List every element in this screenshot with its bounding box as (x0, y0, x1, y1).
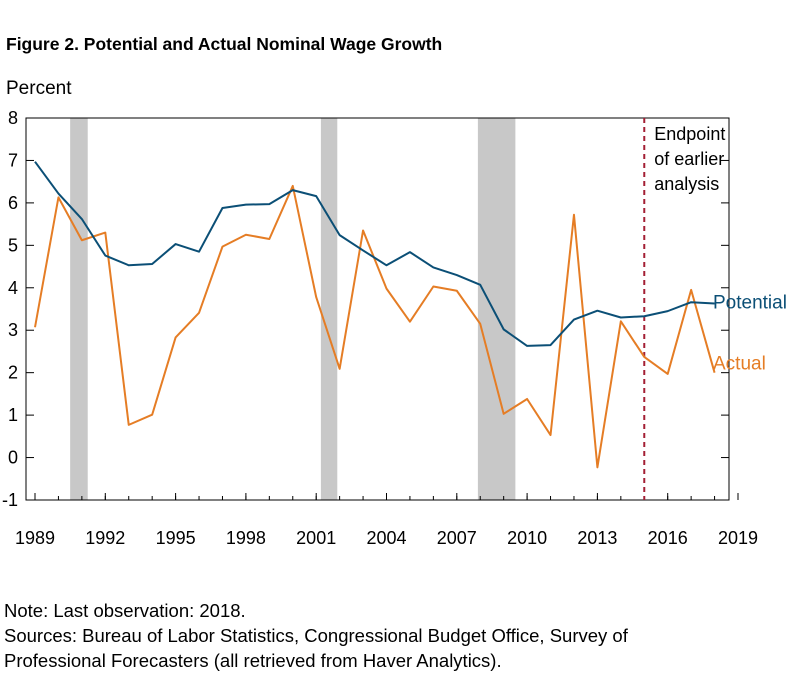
y-tick-label: 3 (8, 320, 18, 340)
figure-title: Figure 2. Potential and Actual Nominal W… (6, 34, 443, 54)
endpoint-label-line-3: analysis (654, 174, 719, 194)
x-tick-label: 2013 (577, 528, 617, 548)
y-tick-label: 2 (8, 363, 18, 383)
recession-band-0 (70, 118, 88, 500)
sources-line-1: Sources: Bureau of Labor Statistics, Con… (4, 625, 628, 646)
y-tick-label: 1 (8, 405, 18, 425)
plot-frame (25, 117, 730, 501)
y-axis-label: Percent (6, 78, 72, 99)
recession-shading (70, 118, 516, 500)
x-tick-label: 2007 (437, 528, 477, 548)
recession-band-1 (320, 118, 338, 500)
y-tick-label: 6 (8, 193, 18, 213)
y-tick-label: 5 (8, 235, 18, 255)
series-line-actual (34, 184, 716, 469)
note-text: Note: Last observation: 2018. (4, 600, 246, 621)
chart-axes: -1 0 1 2 3 4 5 6 7 8 1989 1992 1995 1998 2001 2004 2007 2… (2, 108, 758, 548)
endpoint-label-line-2: of earlier (654, 149, 724, 169)
series-line-potential (34, 161, 715, 347)
x-tick-label: 1998 (226, 528, 266, 548)
x-tick-label: 1992 (85, 528, 125, 548)
y-tick-label: 8 (8, 108, 18, 128)
x-tick-label: 2004 (366, 528, 406, 548)
y-tick-label: 0 (8, 448, 18, 468)
sources-line-2: Professional Forecasters (all retrieved … (4, 650, 502, 671)
series-labels: Potential Actual (713, 293, 787, 375)
x-tick-label: 2019 (718, 528, 758, 548)
x-tick-label: 2016 (648, 528, 688, 548)
y-tick-label: 7 (8, 150, 18, 170)
recession-band-2 (477, 118, 516, 500)
endpoint-marker: Endpoint of earlier analysis (643, 118, 725, 500)
series-lines (34, 161, 716, 469)
y-tick-label: 4 (8, 278, 18, 298)
series-label-potential: Potential (713, 293, 787, 314)
x-tick-label: 1989 (15, 528, 55, 548)
endpoint-label-line-1: Endpoint (654, 124, 725, 144)
series-label-actual: Actual (713, 353, 766, 374)
x-tick-label: 2001 (296, 528, 336, 548)
x-tick-label: 2010 (507, 528, 547, 548)
x-tick-label: 1995 (156, 528, 196, 548)
y-tick-label: -1 (2, 490, 18, 510)
